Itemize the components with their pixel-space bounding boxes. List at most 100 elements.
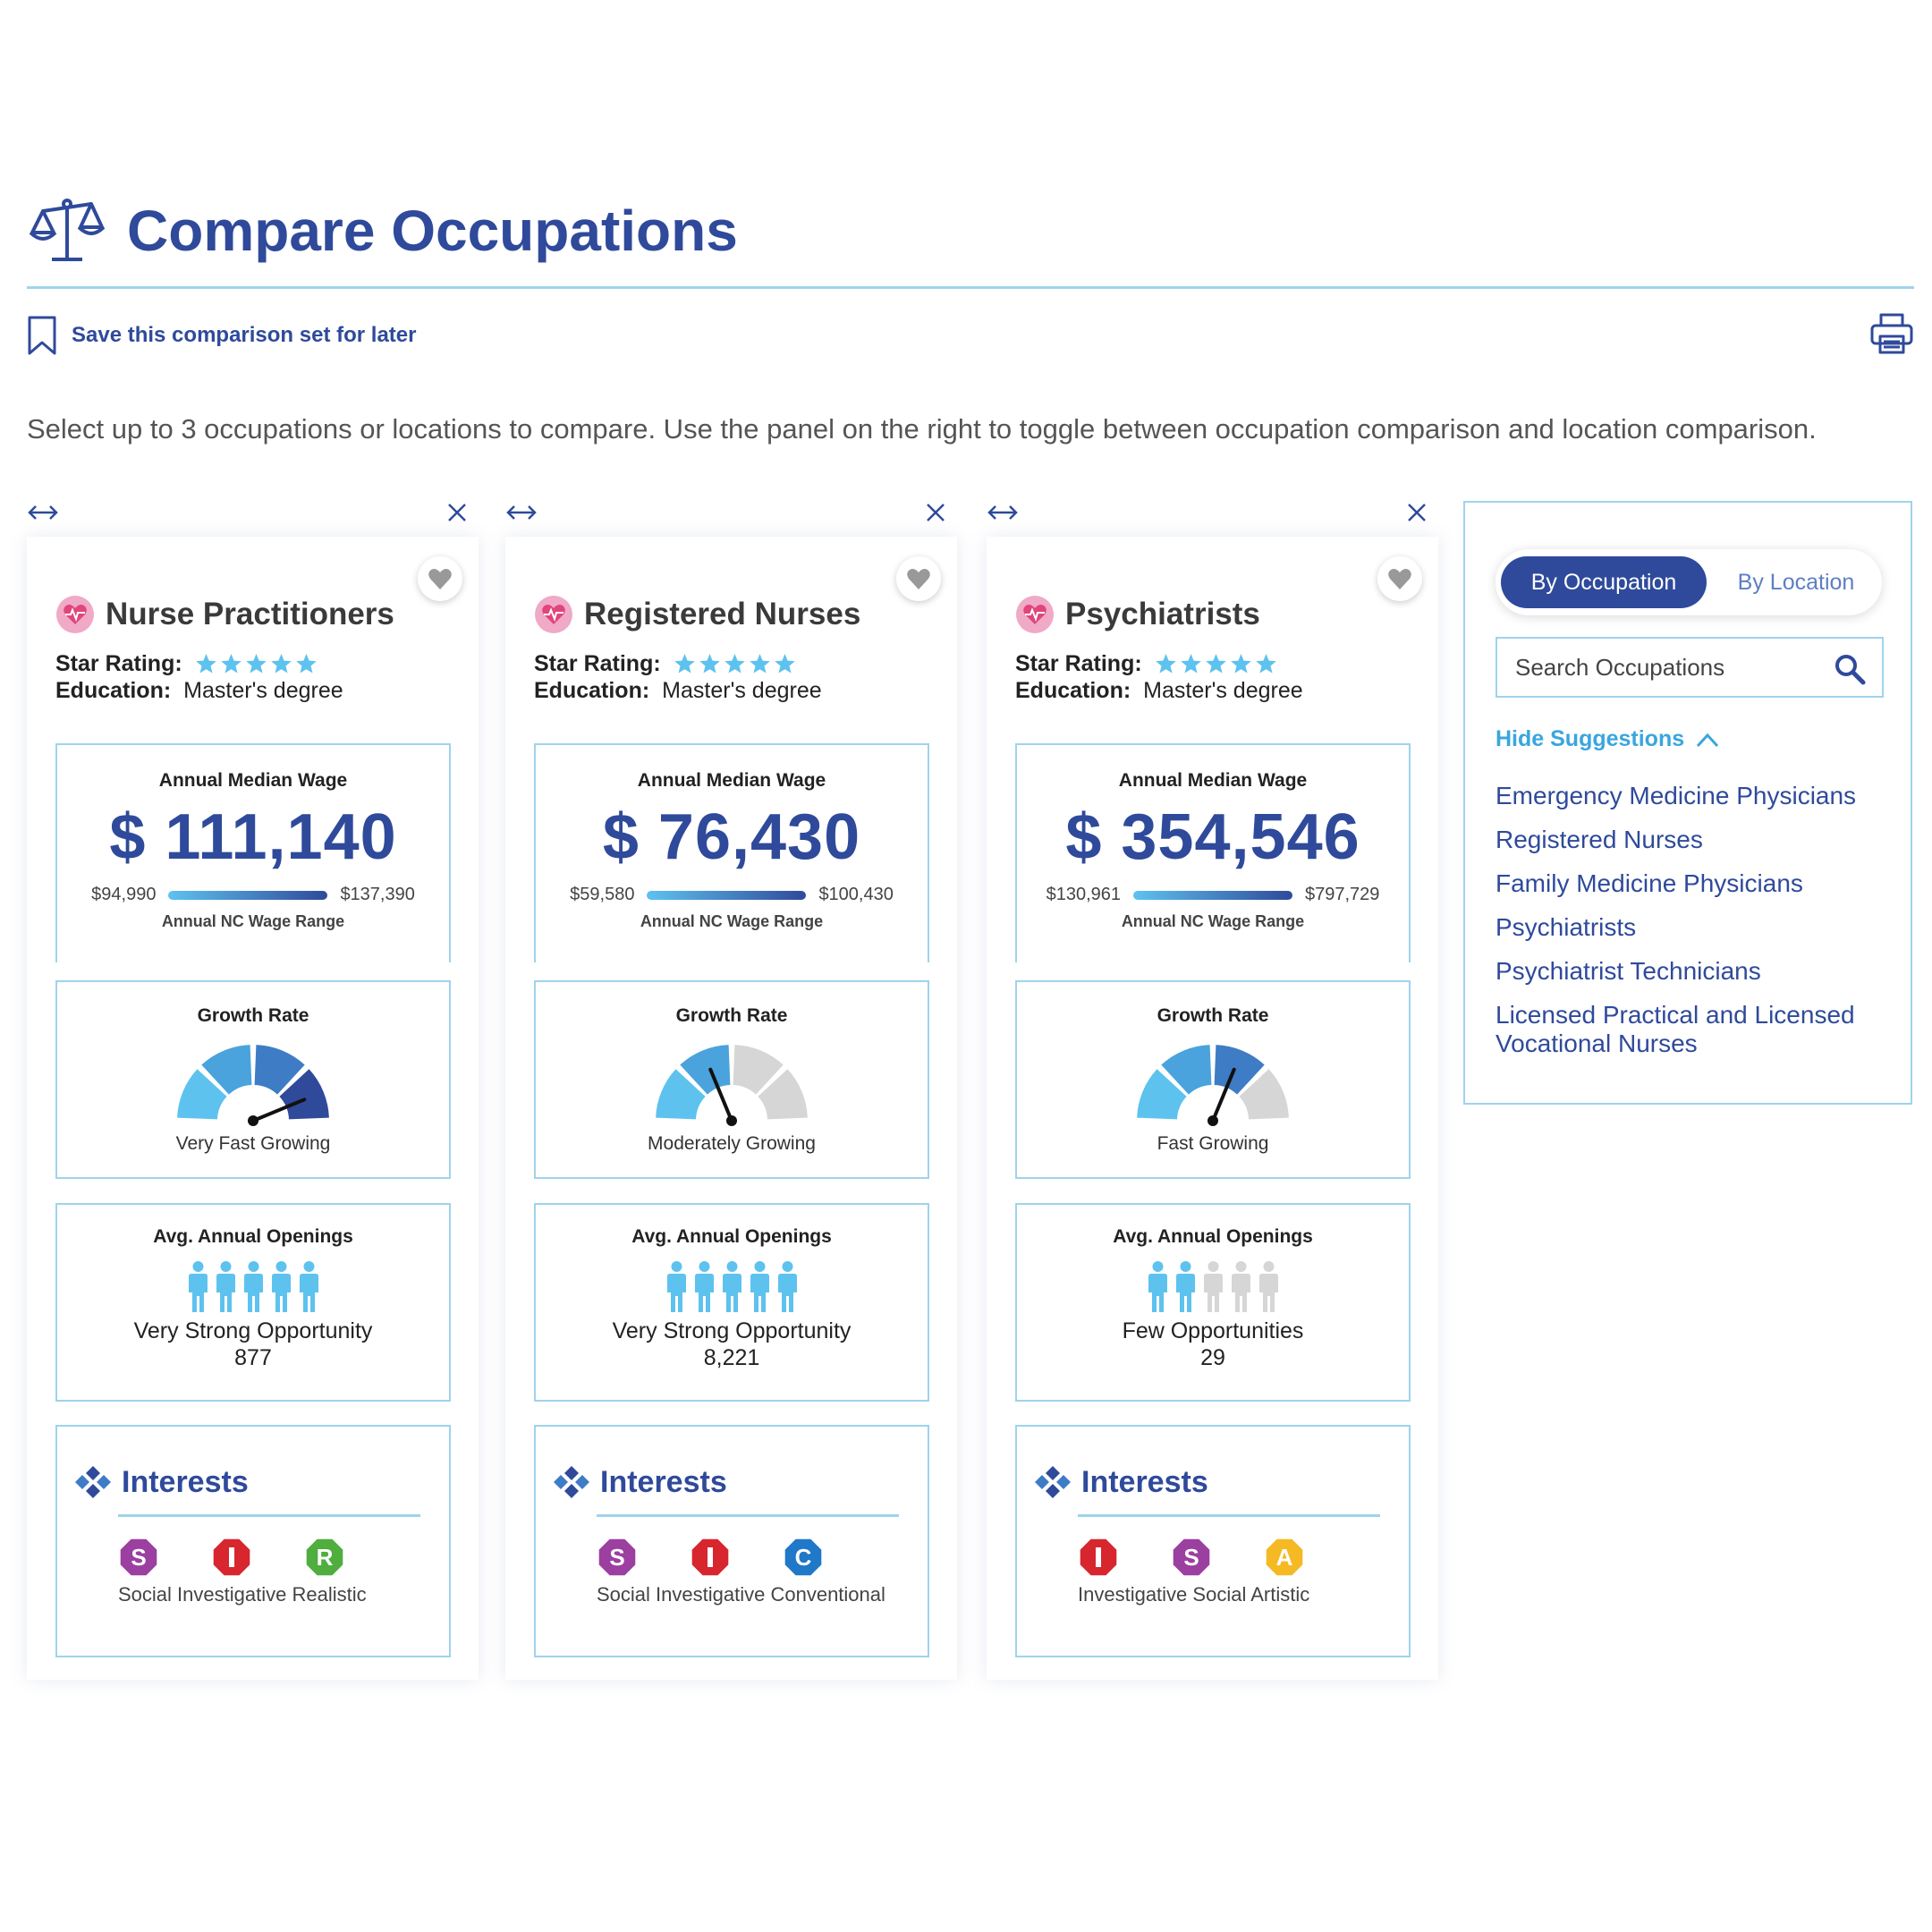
badge-letter: R bbox=[317, 1544, 334, 1571]
favorite-button[interactable] bbox=[418, 556, 462, 601]
interests-divider bbox=[597, 1514, 899, 1517]
interest-label: Social bbox=[1192, 1583, 1247, 1606]
interests-icon bbox=[75, 1466, 111, 1498]
star-icon bbox=[1255, 654, 1276, 674]
column-controls bbox=[27, 496, 479, 532]
occupation-title[interactable]: Registered Nurses bbox=[534, 595, 860, 634]
wage-range-bar bbox=[1133, 890, 1292, 900]
occupation-column: Psychiatrists Star Rating: Education: Maste… bbox=[987, 496, 1438, 1680]
suggestion-item[interactable]: Registered Nurses bbox=[1496, 826, 1703, 853]
move-arrows-icon[interactable] bbox=[505, 496, 538, 529]
interest-badge-icon bbox=[1080, 1538, 1117, 1576]
favorite-button[interactable] bbox=[896, 556, 941, 601]
person-icon bbox=[1175, 1261, 1195, 1312]
openings-count: 8,221 bbox=[703, 1345, 760, 1370]
star-icon bbox=[699, 654, 720, 674]
badge-letter: S bbox=[1183, 1544, 1199, 1571]
openings-box: Avg. Annual Openings Few Opportunities 29 bbox=[1015, 1203, 1411, 1402]
wage-range-label: Annual NC Wage Range bbox=[1121, 912, 1305, 930]
occupation-title[interactable]: Psychiatrists bbox=[1015, 595, 1260, 634]
growth-box: Growth Rate Fast Growing bbox=[1015, 980, 1411, 1179]
save-comparison-link[interactable]: Save this comparison set for later bbox=[27, 315, 416, 356]
wage-box: Annual Median Wage $ 354,546 $130,961 $797,… bbox=[1015, 743, 1411, 962]
star-rating-label: Star Rating: bbox=[534, 651, 661, 676]
by-location-toggle[interactable]: By Location bbox=[1737, 569, 1855, 595]
comparison-panel: By Occupation By Location Hide Suggestio… bbox=[1463, 501, 1912, 1105]
wage-box: Annual Median Wage $ 76,430 $59,580 $100,43… bbox=[534, 743, 929, 962]
openings-people bbox=[57, 1260, 449, 1312]
hide-suggestions-toggle[interactable]: Hide Suggestions bbox=[1496, 726, 1720, 752]
bookmark-icon bbox=[28, 316, 56, 355]
openings-label: Avg. Annual Openings bbox=[153, 1226, 353, 1247]
openings-text: Few Opportunities bbox=[1122, 1318, 1304, 1343]
wage-label: Annual Median Wage bbox=[158, 770, 348, 791]
column-controls bbox=[987, 496, 1438, 532]
wage-max: $100,430 bbox=[818, 885, 894, 904]
star-icon bbox=[724, 654, 745, 674]
interests-icon bbox=[1035, 1466, 1071, 1498]
close-icon[interactable] bbox=[446, 502, 468, 523]
star-rating: Star Rating: bbox=[534, 651, 796, 677]
growth-box: Growth Rate Very Fast Growing bbox=[55, 980, 451, 1179]
growth-gauge bbox=[656, 1045, 808, 1126]
star-rating-stars bbox=[674, 653, 796, 675]
occupation-name: Nurse Practitioners bbox=[106, 597, 394, 631]
openings-box: Avg. Annual Openings Very Strong Opportun… bbox=[534, 1203, 929, 1402]
header-divider bbox=[27, 286, 1914, 289]
heart-icon bbox=[428, 569, 452, 589]
search-box bbox=[1496, 637, 1884, 698]
badge-letter: S bbox=[609, 1544, 624, 1571]
person-icon bbox=[1203, 1261, 1223, 1312]
save-comparison-label: Save this comparison set for later bbox=[72, 323, 417, 347]
growth-label: Growth Rate bbox=[1157, 1005, 1269, 1026]
interests-box: Interests S C Social Investigative Conventi… bbox=[534, 1425, 929, 1657]
star-rating-label: Star Rating: bbox=[55, 651, 182, 676]
interest-badge-icon bbox=[213, 1538, 250, 1576]
search-input[interactable] bbox=[1497, 639, 1828, 696]
move-arrows-icon[interactable] bbox=[27, 496, 59, 529]
interest-label: Social bbox=[597, 1583, 650, 1606]
search-icon[interactable] bbox=[1834, 653, 1866, 685]
person-icon bbox=[271, 1261, 291, 1312]
star-icon bbox=[1205, 654, 1226, 674]
interests-title: Interests bbox=[600, 1464, 727, 1499]
star-rating-label: Star Rating: bbox=[1015, 651, 1142, 676]
suggestion-item[interactable]: Psychiatrist Technicians bbox=[1496, 957, 1761, 985]
close-icon[interactable] bbox=[925, 502, 946, 523]
favorite-button[interactable] bbox=[1377, 556, 1422, 601]
interest-label: Realistic bbox=[292, 1583, 367, 1606]
openings-label: Avg. Annual Openings bbox=[631, 1226, 832, 1247]
education: Education: Master's degree bbox=[1015, 678, 1303, 704]
interest-labels: Social Investigative Conventional bbox=[597, 1583, 928, 1606]
star-rating: Star Rating: bbox=[55, 651, 318, 677]
chevron-up-icon bbox=[1697, 733, 1719, 747]
page-header: Compare Occupations bbox=[27, 195, 738, 267]
wage-box: Annual Median Wage $ 111,140 $94,990 $137,3… bbox=[55, 743, 451, 962]
suggestion-item[interactable]: Family Medicine Physicians bbox=[1496, 869, 1803, 897]
growth-label: Growth Rate bbox=[197, 1005, 309, 1026]
heart-icon bbox=[907, 569, 930, 589]
occupation-column: Nurse Practitioners Star Rating: Education… bbox=[27, 496, 479, 1680]
close-icon[interactable] bbox=[1406, 502, 1428, 523]
person-icon bbox=[750, 1261, 769, 1312]
interest-badge-icon: C bbox=[784, 1538, 822, 1576]
growth-value: Fast Growing bbox=[1157, 1133, 1269, 1154]
star-icon bbox=[220, 654, 242, 674]
printer-icon[interactable] bbox=[1869, 311, 1914, 356]
openings-label: Avg. Annual Openings bbox=[1113, 1226, 1313, 1247]
education-value: Master's degree bbox=[1143, 678, 1303, 703]
occupation-title[interactable]: Nurse Practitioners bbox=[55, 595, 394, 634]
suggestion-item[interactable]: Emergency Medicine Physicians bbox=[1496, 782, 1857, 809]
growth-value: Moderately Growing bbox=[648, 1133, 816, 1154]
hide-suggestions-label: Hide Suggestions bbox=[1496, 726, 1685, 751]
wage-max: $797,729 bbox=[1305, 885, 1380, 904]
by-occupation-toggle[interactable]: By Occupation bbox=[1501, 556, 1707, 608]
person-icon bbox=[216, 1261, 235, 1312]
suggestion-item[interactable]: Licensed Practical and Licensed Vocation… bbox=[1496, 1001, 1855, 1057]
wage-value: $ 111,140 bbox=[109, 801, 397, 873]
interest-label: Social bbox=[118, 1583, 172, 1606]
move-arrows-icon[interactable] bbox=[987, 496, 1019, 529]
suggestion-item[interactable]: Psychiatrists bbox=[1496, 913, 1637, 941]
wage-min: $59,580 bbox=[570, 885, 635, 904]
